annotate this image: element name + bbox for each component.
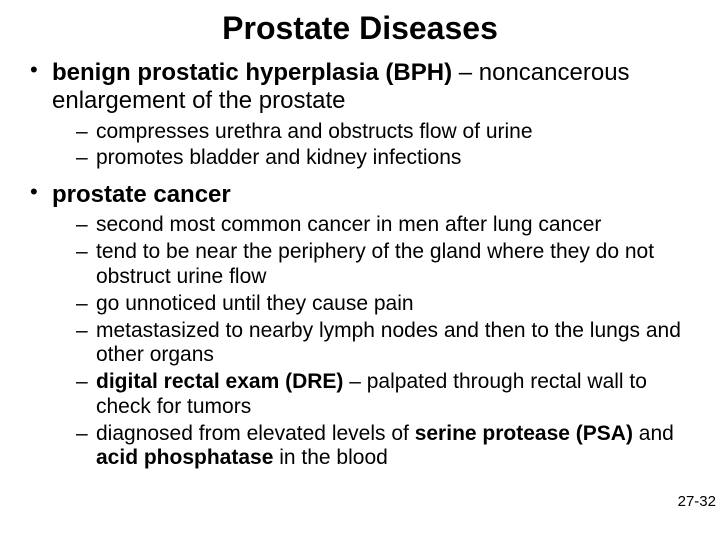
- bullet-bph: benign prostatic hyperplasia (BPH) – non…: [28, 59, 692, 171]
- sub-item: promotes bladder and kidney infections: [76, 146, 692, 171]
- bullet-list: benign prostatic hyperplasia (BPH) – non…: [28, 59, 692, 471]
- sub-bold: serine protease (PSA): [415, 422, 633, 445]
- slide-body: Prostate Diseases benign prostatic hyper…: [0, 0, 720, 471]
- sub-text: second most common cancer in men after l…: [96, 213, 601, 236]
- sub-item: go unnoticed until they cause pain: [76, 292, 692, 317]
- bullet-lead: benign prostatic hyperplasia (BPH): [52, 59, 452, 86]
- slide-title: Prostate Diseases: [28, 10, 692, 47]
- bullet-prostate-cancer: prostate cancer second most common cance…: [28, 181, 692, 471]
- sub-text: metastasized to nearby lymph nodes and t…: [96, 319, 681, 367]
- sub-bold: digital rectal exam (DRE): [96, 370, 343, 393]
- bullet-sep: –: [452, 59, 479, 86]
- sub-text: compresses urethra and obstructs flow of…: [96, 120, 533, 143]
- sub-item: compresses urethra and obstructs flow of…: [76, 120, 692, 145]
- sub-text: and: [633, 422, 674, 445]
- page-number: 27-32: [678, 493, 716, 510]
- sub-item: tend to be near the periphery of the gla…: [76, 240, 692, 290]
- sub-text: go unnoticed until they cause pain: [96, 292, 414, 315]
- sub-text: tend to be near the periphery of the gla…: [96, 240, 654, 288]
- sub-text: diagnosed from elevated levels of: [96, 422, 415, 445]
- sub-text: promotes bladder and kidney infections: [96, 146, 461, 169]
- sub-list: compresses urethra and obstructs flow of…: [52, 120, 692, 172]
- sub-item: digital rectal exam (DRE) – palpated thr…: [76, 370, 692, 420]
- sub-bold: acid phosphatase: [96, 446, 273, 469]
- sub-item: second most common cancer in men after l…: [76, 213, 692, 238]
- sub-item: diagnosed from elevated levels of serine…: [76, 422, 692, 472]
- sub-text: in the blood: [273, 446, 387, 469]
- sub-item: metastasized to nearby lymph nodes and t…: [76, 319, 692, 369]
- bullet-lead: prostate cancer: [52, 181, 231, 208]
- sub-list: second most common cancer in men after l…: [52, 213, 692, 471]
